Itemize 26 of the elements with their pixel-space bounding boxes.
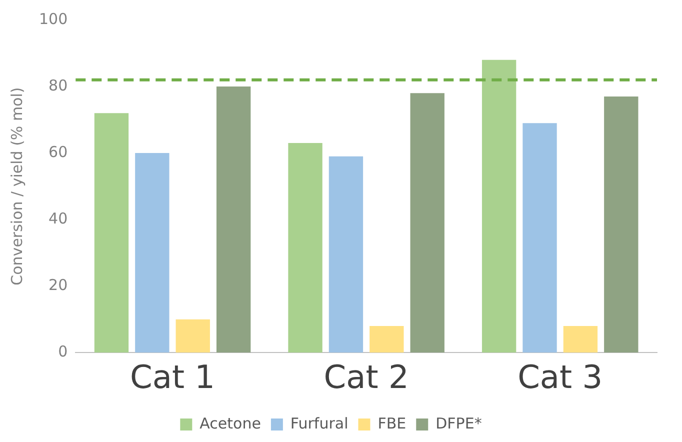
y-tick-label: 40 (48, 209, 68, 228)
bar (216, 86, 251, 353)
bar (522, 123, 557, 353)
y-tick-label: 0 (58, 342, 68, 360)
y-tick-label: 20 (48, 276, 68, 294)
bar (176, 319, 210, 353)
legend-label: FBE (378, 414, 406, 432)
bar (328, 156, 364, 353)
bar (370, 326, 404, 353)
y-axis-title: Conversion / yield (% mol) (8, 87, 26, 286)
bar (482, 60, 516, 353)
bar (410, 93, 444, 353)
x-tick-label: Cat 3 (518, 358, 603, 396)
x-tick-label: Cat 1 (130, 358, 216, 396)
legend-label: DFPE* (436, 414, 482, 432)
y-tick-label: 80 (48, 76, 68, 94)
legend-label: Furfural (290, 414, 348, 432)
bar (94, 113, 129, 353)
x-tick-label: Cat 2 (324, 358, 409, 396)
bar (604, 96, 638, 353)
legend-label: Acetone (200, 414, 261, 432)
bar (135, 153, 170, 353)
bar (563, 326, 598, 353)
bar (288, 143, 322, 353)
y-tick-label: 60 (48, 142, 68, 161)
y-tick-label: 100 (38, 10, 68, 28)
